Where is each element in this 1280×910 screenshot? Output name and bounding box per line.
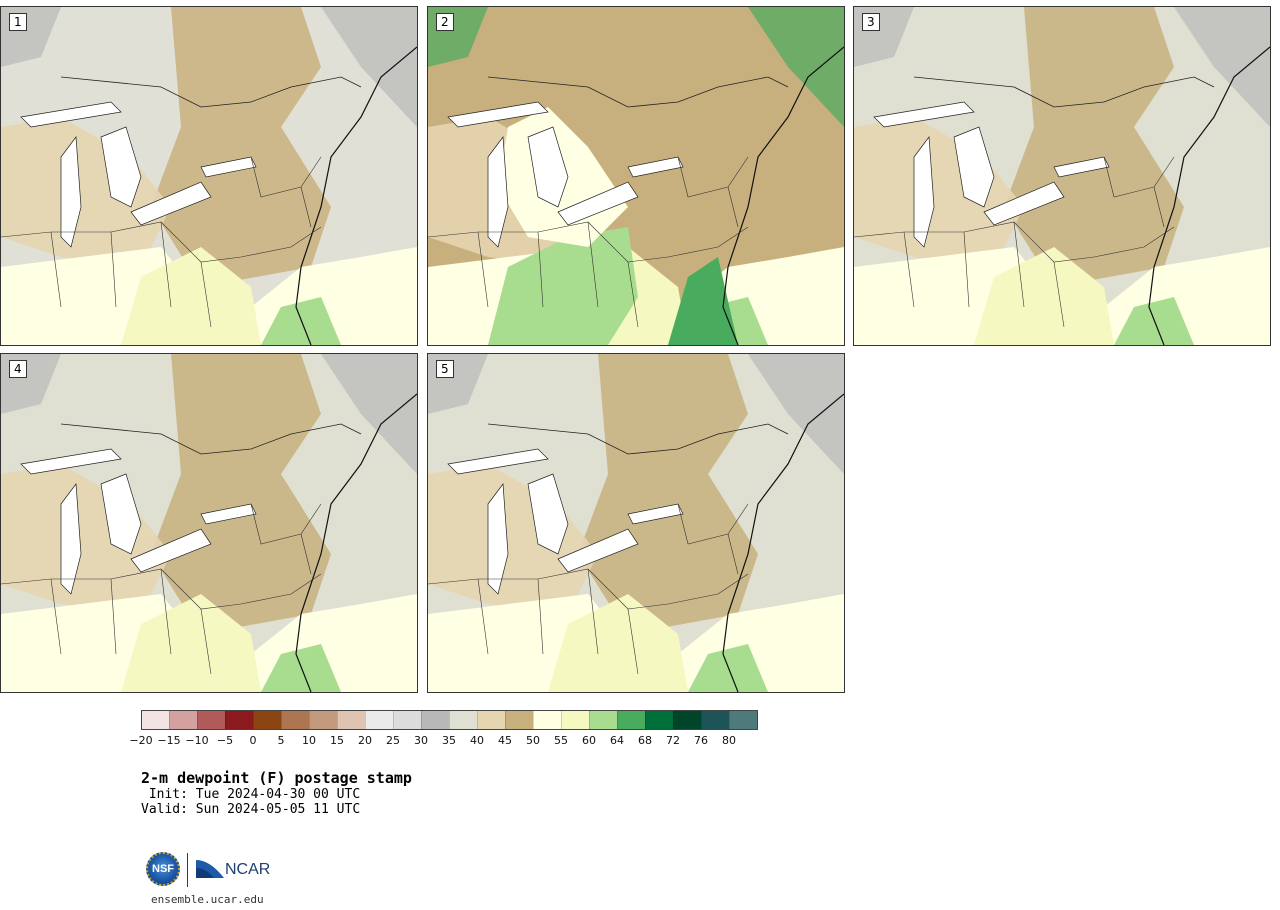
colorbar-tick-label: 10: [302, 734, 316, 747]
map-panel-5: 5: [427, 353, 845, 693]
colorbar-tick-label: −10: [185, 734, 209, 747]
colorbar-swatch: [701, 711, 729, 729]
map-panel-1: 1: [0, 6, 418, 346]
logo-divider: [187, 853, 188, 887]
colorbar-tick-label: 64: [610, 734, 624, 747]
colorbar-swatch: [505, 711, 533, 729]
colorbar-swatch: [337, 711, 365, 729]
colorbar-tick-label: 50: [526, 734, 540, 747]
colorbar-swatch: [561, 711, 589, 729]
colorbar-tick-label: −15: [157, 734, 181, 747]
colorbar-swatch: [281, 711, 309, 729]
colorbar-tick-label: 40: [470, 734, 484, 747]
panel-label-1: 1: [9, 13, 27, 31]
colorbar-swatch: [225, 711, 253, 729]
dewpoint-map-4: [1, 354, 417, 692]
site-url: ensemble.ucar.edu: [151, 893, 264, 906]
panel-label-2: 2: [436, 13, 454, 31]
valid-time: Valid: Sun 2024-05-05 11 UTC: [141, 802, 361, 817]
colorbar-tick-label: 80: [722, 734, 736, 747]
colorbar-swatch: [645, 711, 673, 729]
colorbar-tick-label: 35: [442, 734, 456, 747]
panel-label-5: 5: [436, 360, 454, 378]
colorbar-tick-label: 76: [694, 734, 708, 747]
dewpoint-map-5: [428, 354, 844, 692]
colorbar-swatch: [197, 711, 225, 729]
logos: NSF NCAR: [144, 850, 284, 890]
map-panel-4: 4: [0, 353, 418, 693]
colorbar-swatch: [449, 711, 477, 729]
ncar-logo-text: NCAR: [225, 861, 271, 878]
colorbar-swatch: [309, 711, 337, 729]
colorbar-ticks: −20 −15 −10 −5 0 5 10 15 20 25 30 35 40 45 50 55 60 64 68 7…: [129, 734, 781, 748]
dewpoint-map-1: [1, 7, 417, 345]
colorbar-swatch: [617, 711, 645, 729]
colorbar-swatch: [393, 711, 421, 729]
colorbar-tick-label: 5: [277, 734, 285, 747]
colorbar-swatch: [421, 711, 449, 729]
colorbar-swatch: [169, 711, 197, 729]
colorbar-tick-label: 55: [554, 734, 568, 747]
plot-title: 2-m dewpoint (F) postage stamp: [141, 769, 412, 787]
colorbar-tick-label: 72: [666, 734, 680, 747]
nsf-logo: NSF: [146, 852, 180, 886]
colorbar-swatch: [533, 711, 561, 729]
colorbar-swatch: [673, 711, 701, 729]
colorbar-tick-label: 60: [582, 734, 596, 747]
map-panel-3: 3: [853, 6, 1271, 346]
init-time: Init: Tue 2024-04-30 00 UTC: [141, 787, 361, 802]
colorbar-swatch: [477, 711, 505, 729]
colorbar-swatch: [142, 711, 169, 729]
colorbar-tick-label: −20: [129, 734, 153, 747]
ncar-mark-icon: [196, 860, 224, 878]
colorbar-tick-label: 30: [414, 734, 428, 747]
colorbar-swatch: [365, 711, 393, 729]
panel-label-4: 4: [9, 360, 27, 378]
colorbar-swatch: [729, 711, 757, 729]
colorbar-tick-label: 25: [386, 734, 400, 747]
dewpoint-map-3: [854, 7, 1270, 345]
colorbar: [141, 710, 758, 730]
colorbar-swatch: [253, 711, 281, 729]
colorbar-tick-label: −5: [216, 734, 234, 747]
map-panel-2: 2: [427, 6, 845, 346]
colorbar-tick-label: 45: [498, 734, 512, 747]
colorbar-tick-label: 20: [358, 734, 372, 747]
colorbar-tick-label: 0: [249, 734, 257, 747]
colorbar-tick-label: 15: [330, 734, 344, 747]
panel-label-3: 3: [862, 13, 880, 31]
colorbar-tick-label: 68: [638, 734, 652, 747]
dewpoint-map-2: [428, 7, 844, 345]
colorbar-swatch: [589, 711, 617, 729]
